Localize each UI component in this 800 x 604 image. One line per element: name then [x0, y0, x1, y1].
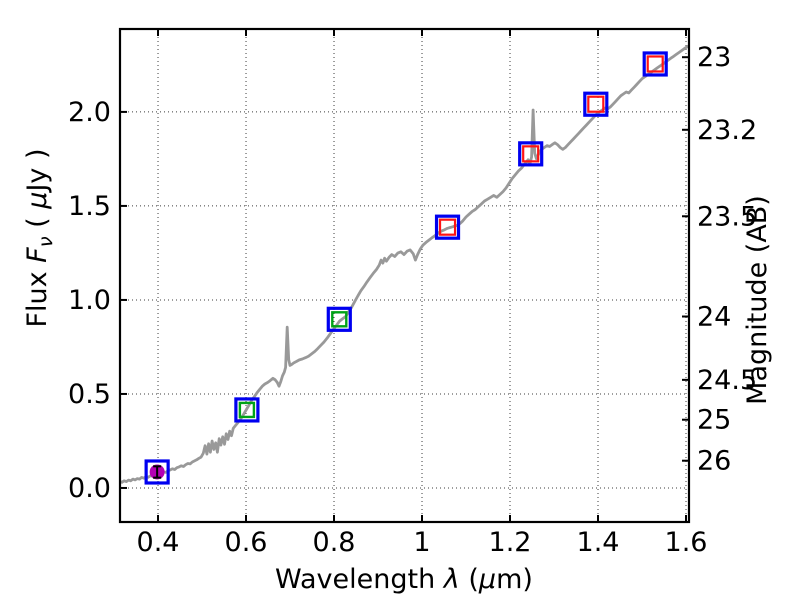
outer-square-marker — [144, 459, 170, 485]
x-tick-label: 1 — [413, 527, 430, 558]
photometry-point — [583, 91, 609, 117]
inner-square-marker — [587, 95, 605, 113]
photometry-point — [642, 51, 668, 77]
photometry-point — [144, 459, 170, 485]
outer-square-marker — [642, 51, 668, 77]
x-axis-label: Wavelength λ (μm) — [275, 564, 533, 595]
y-tick-label-left: 0.0 — [68, 473, 111, 504]
outer-square-marker — [234, 397, 260, 423]
y-tick-label-right: 25 — [697, 405, 731, 436]
x-tick-label: 0.8 — [313, 527, 356, 558]
x-tick-label: 0.4 — [137, 527, 180, 558]
grid — [120, 29, 689, 522]
inner-square-marker — [646, 55, 664, 73]
photometry-point — [326, 306, 352, 332]
spectrum-line — [120, 44, 689, 484]
y-tick-label-left: 2.0 — [68, 97, 111, 128]
y-tick-label-right: 24 — [697, 301, 731, 332]
outer-square-marker — [518, 141, 544, 167]
photometry-point — [234, 397, 260, 423]
outer-square-marker — [326, 306, 352, 332]
outer-square-marker — [583, 91, 609, 117]
y-tick-label-right: 23.2 — [697, 115, 757, 146]
x-tick-label: 1.6 — [665, 527, 708, 558]
inner-square-marker — [438, 218, 457, 236]
y-tick-label-right: 23 — [697, 42, 731, 73]
inner-square-marker — [522, 145, 540, 163]
y-tick-label-left: 0.5 — [68, 379, 111, 410]
y-tick-label-left: 1.0 — [68, 285, 111, 316]
photometry-markers — [144, 51, 668, 485]
x-tick-label: 1.4 — [577, 527, 620, 558]
y-axis-label-right: Magnitude (AB) — [742, 195, 773, 405]
y-tick-label-right: 24.5 — [697, 365, 757, 396]
ticks — [120, 29, 689, 522]
y-tick-label-right: 23.5 — [697, 201, 757, 232]
outer-square-marker — [434, 214, 461, 240]
x-tick-label: 1.2 — [489, 527, 532, 558]
inner-square-marker — [238, 401, 256, 419]
y-tick-label-left: 1.5 — [68, 191, 111, 222]
plot-border — [118, 27, 691, 524]
photometry-point — [518, 141, 544, 167]
x-tick-label: 0.6 — [225, 527, 268, 558]
tick-labels: 0.4 0.6 0.8 1 1.2 1.4 1.6 0.0 0.5 1.0 1.5 2.0 23 23.2… — [68, 42, 757, 558]
photometry-point — [434, 214, 461, 240]
error-bar — [153, 465, 162, 479]
y-axis-label-left: Flux Fν ( μJy ) — [22, 148, 57, 327]
y-tick-label-right: 26 — [697, 446, 731, 477]
inner-square-marker — [331, 311, 348, 328]
